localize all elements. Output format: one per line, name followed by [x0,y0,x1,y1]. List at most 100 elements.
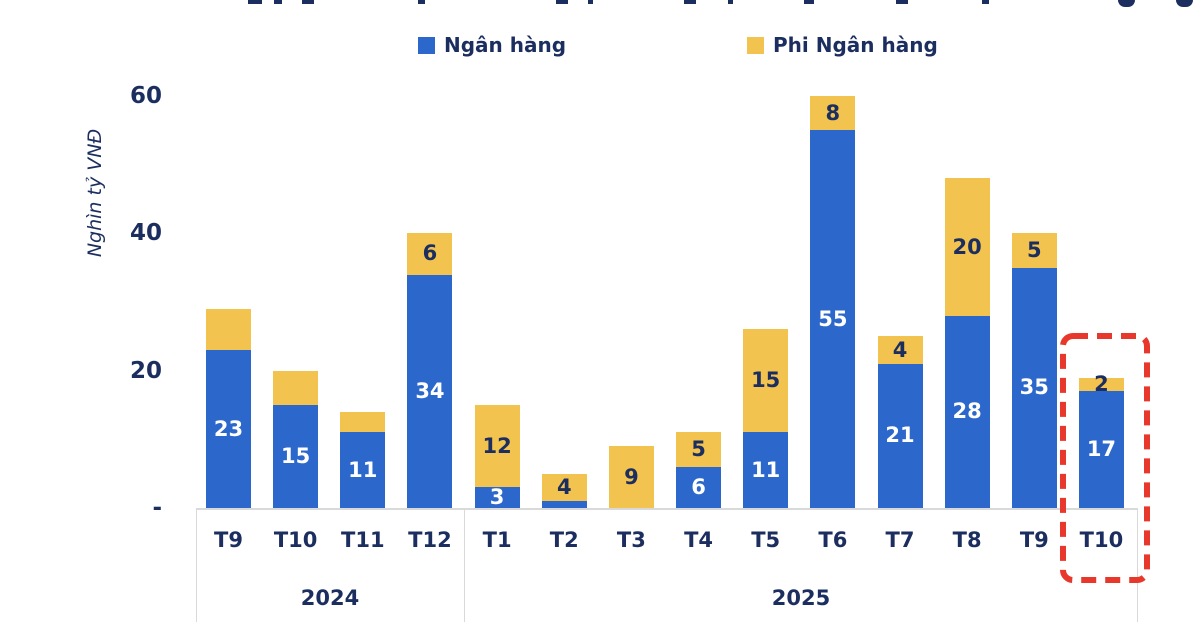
bar-value-label-nonbank: 9 [624,464,639,489]
bar-segment-nonbank [340,411,386,433]
bar-T2-2025: 4 [541,473,587,508]
clipped-title-fragment [556,0,568,4]
bar-T5-2025: 11 15 [743,329,789,508]
bar-value-label-nonbank: 4 [892,337,908,362]
bar-value-label-bank: 11 [751,457,781,482]
bar-value-label-nonbank: 12 [482,433,512,458]
bar-segment-nonbank: 9 [608,446,654,508]
bar-value-label-bank: 55 [818,306,848,331]
bar-segment-bank: 21 [877,363,923,508]
x-tick-T1-2025: T1 [482,528,512,552]
bar-value-label-nonbank: 4 [556,474,572,499]
bar-value-label-nonbank: 20 [952,234,982,259]
bar-T6-2025: 55 8 [810,96,856,508]
x-tick-T7-2025: T7 [885,528,915,552]
bar-value-label-bank: 17 [1086,437,1117,462]
clipped-title-fragment [982,0,989,4]
table-border-left [196,508,197,622]
bar-segment-nonbank: 4 [877,336,923,364]
bar-T11-2024: 11 [340,411,386,508]
x-tick-T2-2025: T2 [549,528,579,552]
x-tick-T9-2024: T9 [214,528,243,552]
bar-value-label-bank: 15 [281,443,311,468]
x-tick-T10-2024: T10 [273,528,318,552]
bar-value-label-nonbank: 5 [691,437,706,462]
x-tick-T6-2025: T6 [818,528,848,552]
y-tick--: - [152,495,162,521]
bar-segment-bank: 11 [340,432,386,508]
clipped-title-fragment [728,0,733,4]
bar-T9-2025: 35 5 [1011,233,1057,508]
bar-segment-bank: 34 [407,274,453,508]
bar-segment-bank: 28 [944,315,990,508]
x-tick-T10-2025: T10 [1079,528,1124,552]
bar-segment-bank: 6 [676,466,722,508]
bar-value-label-nonbank: 15 [751,368,781,393]
clipped-title-fragment [1118,0,1135,7]
bar-value-label-nonbank: 5 [1026,237,1042,262]
bar-value-label-bank: 34 [415,378,445,403]
x-tick-T9-2025: T9 [1019,528,1049,552]
clipped-title-fragment [418,0,425,4]
bar-segment-nonbank: 5 [676,432,722,467]
x-tick-T11-2024: T11 [341,528,385,552]
bar-T9-2024: 23 [206,308,251,508]
bar-T12-2024: 34 6 [407,233,453,508]
y-tick-40: 40 [129,220,162,247]
bar-segment-nonbank: 15 [743,329,789,433]
clipped-title-fragment [248,0,262,4]
clipped-title-fragment [588,0,593,4]
bar-T8-2025: 28 20 [944,178,990,508]
legend-item-nonbank: Phi Ngân hàng [747,33,938,57]
bar-T10-2025: 17 2 [1078,373,1124,508]
year-label-2025: 2025 [771,586,831,610]
bar-value-label-bank: 23 [213,416,244,441]
bar-value-label-bank: 28 [952,399,982,424]
x-tick-T8-2025: T8 [952,528,982,552]
y-tick-20: 20 [129,357,162,384]
clipped-title-fragment [274,0,282,4]
table-border-year-separator [464,508,465,622]
bar-segment-nonbank: 20 [944,178,990,316]
bar-segment-bank: 11 [743,432,789,508]
x-tick-T4-2025: T4 [684,528,714,552]
clipped-title-fragment [804,0,814,4]
bar-value-label-nonbank: 6 [422,241,438,266]
bar-segment-nonbank: 12 [474,405,520,488]
bar-value-label-bank: 3 [489,485,505,510]
x-tick-T12-2024: T12 [408,528,452,552]
bar-segment-bank: 35 [1011,267,1057,508]
bar-value-label-nonbank: 8 [825,100,841,125]
x-axis-line [196,508,1138,510]
bar-segment-bank: 17 [1078,391,1124,508]
bar-value-label-bank: 11 [348,457,378,482]
x-tick-T3-2025: T3 [616,528,646,552]
bar-segment-nonbank: 5 [1011,233,1057,268]
bar-value-label-bank: 21 [885,423,915,448]
clipped-title-fragment [302,0,314,4]
bar-segment-bank [541,501,587,508]
legend-label-bank: Ngân hàng [444,33,567,57]
bar-value-label-bank: 6 [691,474,706,499]
bar-segment-bank: 23 [206,350,251,508]
legend-label-nonbank: Phi Ngân hàng [773,33,938,57]
clipped-title-fragment [1176,0,1193,7]
bar-T10-2024: 15 [273,370,319,508]
bar-T1-2025: 3 12 [474,405,520,510]
bar-segment-nonbank: 6 [407,233,453,275]
bar-T3-2025: 9 [608,446,654,508]
bar-segment-nonbank: 4 [541,473,587,502]
bar-T7-2025: 21 4 [877,336,923,508]
bar-segment-bank: 55 [810,130,856,508]
legend-item-bank: Ngân hàng [418,33,566,57]
bar-segment-bank: 15 [273,404,319,508]
x-tick-T5-2025: T5 [751,528,781,552]
bar-segment-nonbank [273,370,319,405]
legend-swatch-nonbank [747,36,764,54]
bar-value-label-nonbank: 2 [1094,371,1109,396]
bar-segment-bank: 3 [474,485,520,510]
year-label-2024: 2024 [300,586,360,610]
